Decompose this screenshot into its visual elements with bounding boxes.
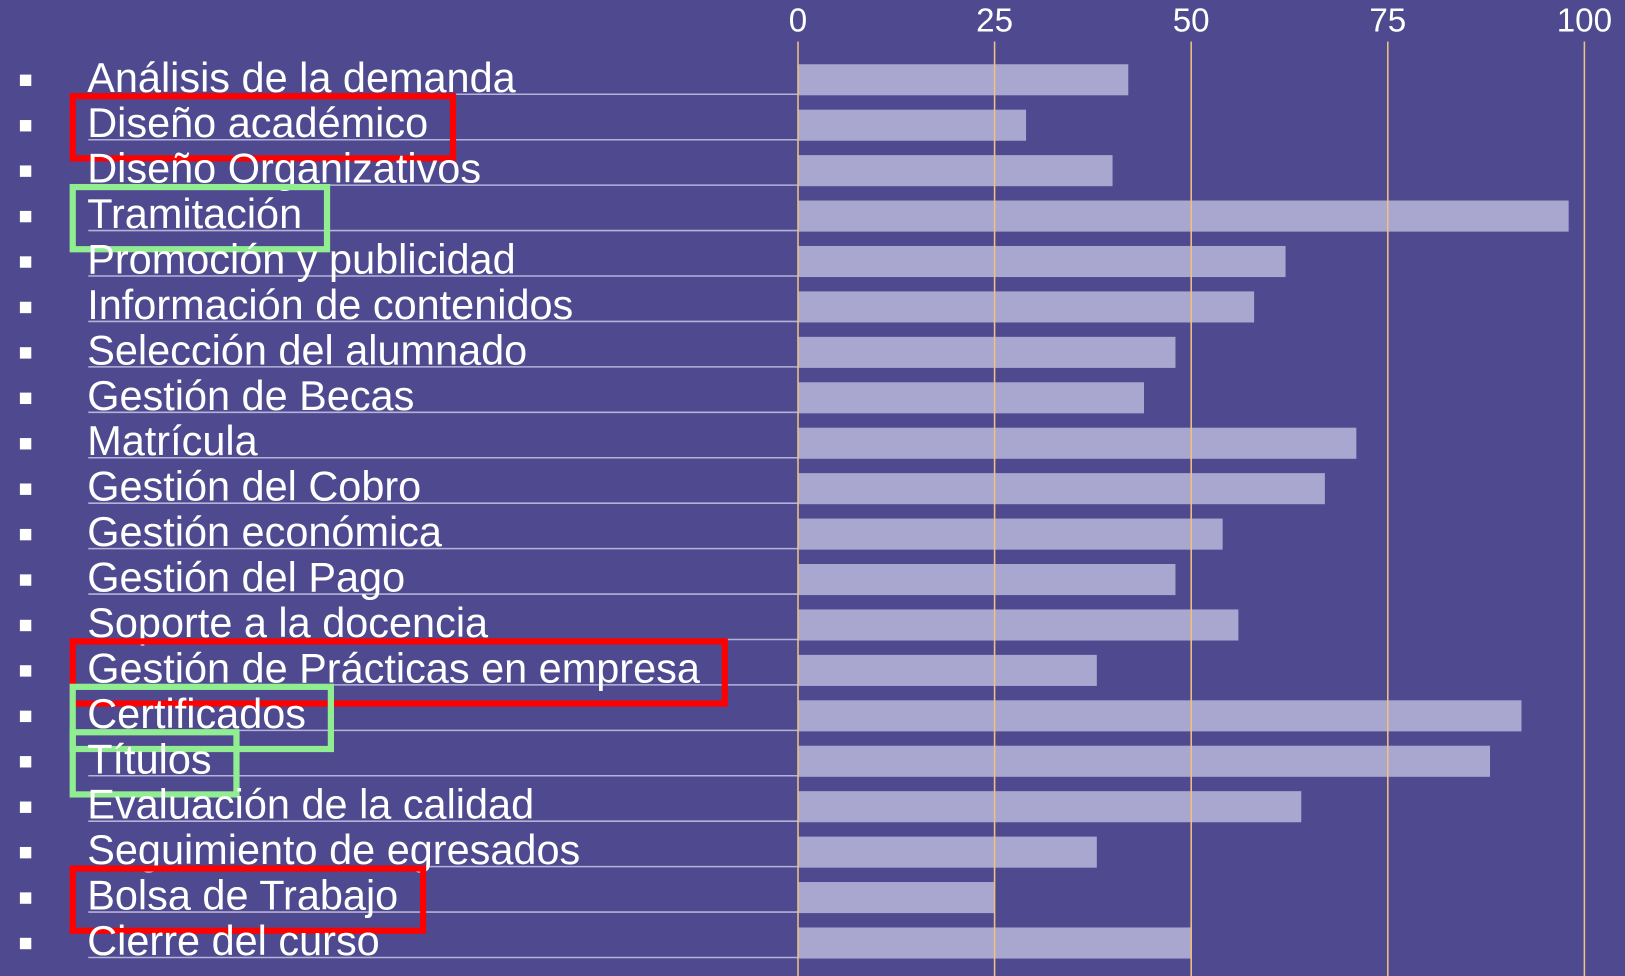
category-label: Gestión económica — [87, 508, 443, 555]
category-label: Certificados — [87, 690, 306, 737]
x-tick-label: 75 — [1369, 3, 1406, 40]
bar — [797, 382, 1145, 414]
bullet — [19, 937, 32, 950]
bar — [797, 609, 1239, 641]
bar — [797, 745, 1491, 777]
x-tick-label: 0 — [789, 3, 807, 40]
category-label: Selección del alumnado — [87, 326, 527, 373]
bullet — [19, 710, 32, 723]
category-label: Títulos — [87, 735, 211, 782]
bar — [797, 700, 1522, 732]
bar — [797, 291, 1255, 323]
bullet — [19, 528, 32, 541]
bar — [797, 654, 1097, 686]
bullet — [19, 574, 32, 586]
bullet — [19, 801, 32, 813]
bar — [797, 836, 1097, 868]
category-label: Gestión del Cobro — [87, 463, 421, 510]
bullet — [19, 301, 32, 314]
category-label: Diseño Organizativos — [87, 145, 481, 192]
highlight-box — [69, 638, 728, 707]
bar — [797, 518, 1223, 550]
category-label: Gestión del Pago — [87, 554, 405, 601]
bar — [797, 200, 1569, 232]
highlight-box — [69, 683, 334, 753]
category-label: Bolsa de Trabajo — [87, 872, 398, 919]
bullet — [19, 756, 32, 768]
bullet — [19, 165, 32, 177]
bar — [797, 64, 1129, 96]
bar — [797, 336, 1176, 368]
bullet — [19, 892, 32, 904]
bar — [797, 882, 995, 914]
x-tick-label: 100 — [1557, 3, 1612, 40]
category-label: Análisis de la demanda — [87, 54, 516, 101]
category-label: Soporte a la docencia — [87, 599, 489, 646]
bar — [797, 427, 1357, 459]
bar — [797, 791, 1302, 823]
category-label: Gestión de Prácticas en empresa — [87, 644, 701, 691]
bullet — [19, 347, 32, 359]
category-label: Gestión de Becas — [87, 372, 414, 419]
x-tick-label: 25 — [976, 3, 1013, 40]
bar — [797, 109, 1027, 141]
category-label: Cierre del curso — [87, 917, 379, 964]
bullet — [19, 483, 32, 495]
category-label: Información de contenidos — [87, 281, 573, 328]
category-label: Evaluación de la calidad — [87, 781, 534, 828]
bar — [797, 473, 1325, 505]
bar — [797, 245, 1286, 278]
category-label: Diseño académico — [87, 99, 428, 146]
bullet — [19, 74, 32, 86]
bullet — [19, 846, 32, 859]
category-label: Seguimiento de egresados — [87, 826, 580, 873]
bullet — [19, 392, 32, 405]
bullet — [19, 665, 32, 677]
x-tick-label: 50 — [1173, 3, 1210, 40]
highlight-box — [69, 865, 427, 934]
bar — [797, 563, 1176, 596]
bullet — [19, 438, 32, 450]
bar — [797, 155, 1113, 187]
highlight-box — [69, 729, 240, 798]
bullet — [19, 120, 32, 132]
bullet — [19, 210, 32, 223]
category-label: Tramitación — [87, 190, 302, 237]
highlight-box — [69, 183, 331, 253]
bullet — [19, 619, 32, 632]
category-label: Promoción y publicidad — [87, 235, 515, 282]
bullet — [19, 256, 32, 268]
category-label: Matrícula — [87, 417, 258, 464]
highlight-box — [69, 93, 457, 162]
